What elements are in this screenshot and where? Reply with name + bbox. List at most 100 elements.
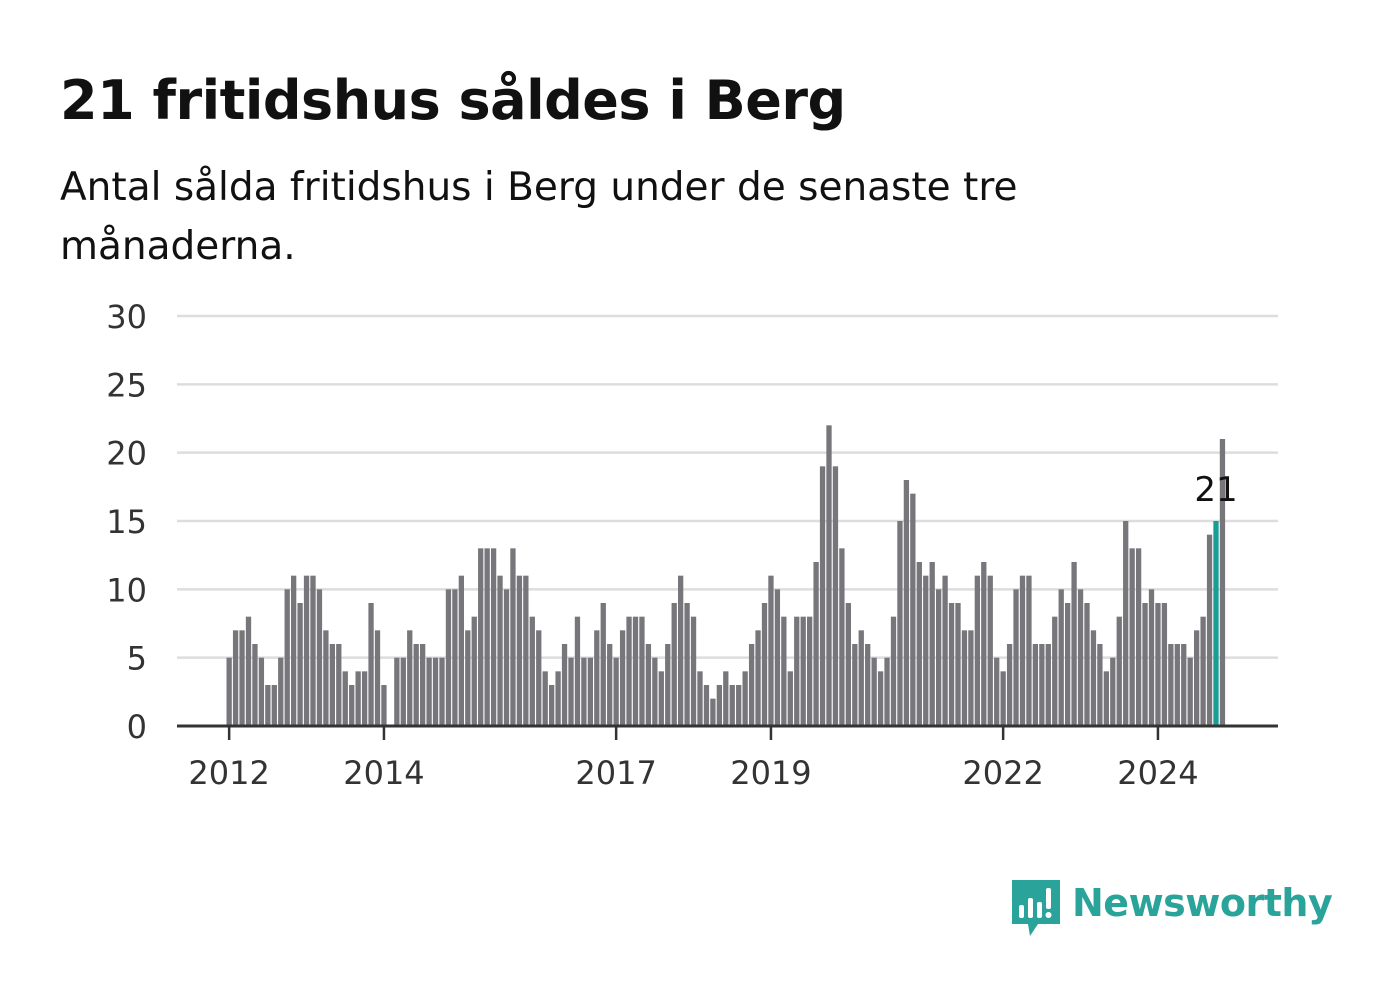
bar: [310, 575, 316, 726]
brand-name: Newsworthy: [1072, 881, 1333, 925]
bar: [271, 685, 277, 726]
bar: [1103, 671, 1109, 726]
bar: [1206, 534, 1213, 726]
bar: [1174, 644, 1180, 726]
bar: [877, 671, 884, 726]
bar: [774, 589, 781, 726]
bar: [755, 630, 761, 726]
bar: [316, 589, 323, 726]
x-axis-ticks: 2012 2014 2017 2019 2022 2024: [188, 726, 1199, 792]
bar: [1168, 644, 1174, 726]
bar: [561, 644, 568, 726]
bar: [813, 562, 819, 726]
bar: [1065, 603, 1071, 726]
bar: [1123, 521, 1129, 726]
bar: [407, 630, 413, 726]
bar: [884, 657, 890, 726]
bar: [258, 657, 265, 726]
bar: [555, 671, 561, 726]
y-tick-label: 30: [106, 298, 147, 336]
bar: [1006, 644, 1013, 726]
y-tick-label: 10: [106, 571, 147, 609]
bar: [690, 616, 697, 726]
bar: [465, 630, 471, 726]
bar: [697, 671, 703, 726]
bar: [245, 616, 252, 726]
bar: [1097, 644, 1103, 726]
bar: [729, 685, 735, 726]
bar: [278, 657, 284, 726]
x-tick-label: 2019: [730, 754, 811, 792]
bar: [897, 521, 903, 726]
bar: [542, 671, 548, 726]
bar: [916, 562, 922, 726]
bar: [1142, 603, 1148, 726]
bar: [394, 657, 400, 726]
bar: [955, 603, 961, 726]
bar: [1155, 603, 1161, 726]
bar: [1000, 671, 1006, 726]
y-tick-label: 5: [127, 640, 147, 678]
bar: [742, 671, 748, 726]
bar: [639, 616, 645, 726]
bar: [1052, 616, 1058, 726]
bar: [1219, 439, 1226, 726]
bar: [374, 630, 381, 726]
bar: [239, 630, 245, 726]
bar: [645, 644, 652, 726]
bar: [607, 644, 613, 726]
bar: [987, 575, 993, 726]
bar: [626, 616, 632, 726]
bar: [613, 657, 619, 726]
bar: [594, 630, 600, 726]
bar: [710, 698, 716, 726]
bar: [781, 616, 787, 726]
bar: [329, 644, 335, 726]
bar-chart: 0 5 10 15 20 25 30 2012 2014 2017 2019 2022 2024 21: [106, 298, 1278, 792]
bar: [297, 603, 303, 726]
bar: [748, 644, 755, 726]
bar: [1058, 589, 1064, 726]
bar: [568, 657, 574, 726]
bar: [252, 644, 258, 726]
x-tick-label: 2014: [343, 754, 424, 792]
bar: [581, 657, 587, 726]
bar: [703, 685, 710, 726]
bar: [1019, 575, 1026, 726]
bars: [226, 425, 1226, 726]
bar: [936, 589, 942, 726]
bar: [342, 671, 348, 726]
bar: [768, 575, 774, 726]
bar: [845, 603, 851, 726]
bar: [303, 575, 310, 726]
y-axis-tick-labels: 0 5 10 15 20 25 30: [106, 298, 147, 746]
newsworthy-logo-icon: [1012, 880, 1060, 936]
bar: [1026, 575, 1032, 726]
bar: [336, 644, 342, 726]
bar: [961, 630, 968, 726]
bar: [652, 657, 658, 726]
bar: [490, 548, 497, 726]
bar: [587, 657, 593, 726]
bar: [684, 603, 690, 726]
bar: [807, 616, 813, 726]
bar: [478, 548, 484, 726]
bar: [536, 630, 542, 726]
bar: [852, 644, 858, 726]
bar: [549, 685, 555, 726]
bar: [355, 671, 361, 726]
bar: [1039, 644, 1045, 726]
bar: [923, 575, 929, 726]
bar: [994, 657, 1000, 726]
chart-subtitle: Antal sålda fritidshus i Berg under de s…: [60, 165, 1018, 269]
bar: [1110, 657, 1116, 726]
bar: [800, 616, 806, 726]
bar: [1187, 657, 1193, 726]
bar: [516, 575, 523, 726]
bar: [948, 603, 955, 726]
bar: [858, 630, 864, 726]
chart-title: 21 fritidshus såldes i Berg: [60, 69, 846, 132]
bar: [1032, 644, 1039, 726]
bar: [1045, 644, 1051, 726]
bar: [432, 657, 439, 726]
